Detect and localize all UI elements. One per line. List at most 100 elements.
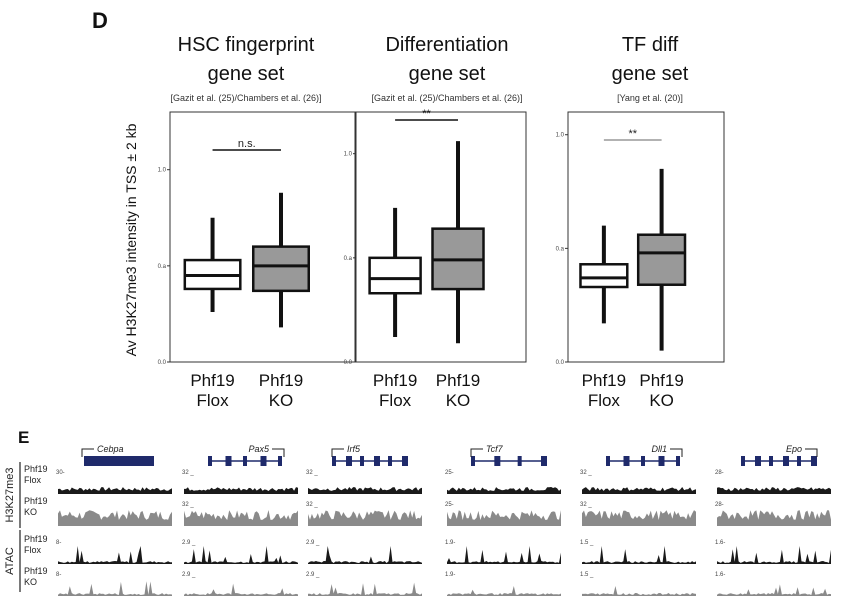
track-scale: 1.5 _ xyxy=(580,540,594,546)
track-label: Phf19 xyxy=(24,496,48,506)
track-label: Flox xyxy=(24,475,42,485)
gene-exon xyxy=(755,456,761,466)
signal-track xyxy=(447,586,561,596)
signal-track xyxy=(717,510,831,526)
category-label: Phf19 xyxy=(259,371,303,390)
gene-name: Irf5 xyxy=(347,444,361,454)
track-scale: 32 _ xyxy=(580,470,592,476)
signal-track xyxy=(582,586,696,596)
gene-exon xyxy=(84,456,154,466)
chart-citation: [Yang et al. (20)] xyxy=(617,93,683,103)
signal-track xyxy=(58,546,172,564)
category-label: Flox xyxy=(196,391,229,410)
boxplot-chart-2: Differentiation gene set [Gazit et al. (25… xyxy=(344,34,527,410)
box xyxy=(636,233,687,286)
gene-exon xyxy=(676,456,680,466)
significance-label: n.s. xyxy=(238,138,256,150)
signal-track xyxy=(308,487,422,494)
track-scale: 1.9- xyxy=(445,572,455,578)
signal-track xyxy=(308,582,422,596)
category-label: Phf19 xyxy=(190,371,234,390)
signal-track xyxy=(447,510,561,526)
gene-exon xyxy=(606,456,610,466)
signal-track xyxy=(184,546,298,564)
track-scale: 25- xyxy=(445,470,454,476)
track-scale: 32 _ xyxy=(182,470,194,476)
tss-arrow xyxy=(81,448,94,457)
track-label: KO xyxy=(24,507,37,517)
signal-track xyxy=(58,487,172,494)
tss-arrow xyxy=(272,448,285,457)
gene-exon xyxy=(471,456,475,466)
track-label: Phf19 xyxy=(24,464,48,474)
y-tick-label: 0.a xyxy=(344,256,353,262)
track-scale: 2.9 _ xyxy=(306,540,320,546)
gene-column-tcf7: Tcf7 25- 25- 1.9- 1.9- xyxy=(445,444,561,596)
tss-arrow xyxy=(670,448,683,457)
gene-column-cebpa: Cebpa 30- 8- 8- xyxy=(56,444,172,596)
signal-track xyxy=(308,546,422,564)
gene-exon xyxy=(388,456,392,466)
significance-label: ** xyxy=(628,128,637,140)
category-label: KO xyxy=(649,391,674,410)
boxplot-chart-3: TF diff gene set [Yang et al. (20)] 0.0 0.a 1… xyxy=(556,34,725,410)
track-scale: 8- xyxy=(56,572,61,578)
gene-column-dll1: Dll1 32 _ 32 _ 1.5 _ 1.5 _ xyxy=(580,444,696,596)
plot-frame xyxy=(567,111,725,363)
gene-exon xyxy=(374,456,380,466)
signal-track xyxy=(184,583,298,596)
track-label: Phf19 xyxy=(24,534,48,544)
signal-track xyxy=(582,546,696,564)
gene-name: Tcf7 xyxy=(486,444,504,454)
panel-e-label: E xyxy=(18,428,29,447)
gene-column-irf5: Irf5 32 _ 32 _ 2.9 _ 2.9 _ xyxy=(306,444,422,596)
chart-title-line: gene set xyxy=(409,63,486,85)
box xyxy=(368,256,422,295)
category-label: Phf19 xyxy=(639,371,683,390)
signal-track xyxy=(184,487,298,494)
plot-frame xyxy=(355,111,527,363)
box xyxy=(579,263,629,289)
gene-exon xyxy=(769,456,773,466)
signal-track xyxy=(308,510,422,526)
box xyxy=(252,245,310,293)
track-group-label: ATAC xyxy=(4,547,16,575)
chart-title-line: HSC fingerprint xyxy=(178,34,315,56)
y-tick-label: 0.a xyxy=(158,264,167,270)
track-scale: 28- xyxy=(715,470,724,476)
category-label: Phf19 xyxy=(373,371,417,390)
signal-track xyxy=(582,510,696,526)
track-scale: 28- xyxy=(715,502,724,508)
gene-exon xyxy=(658,456,665,466)
y-axis-label: Av H3K27me3 intensity in TSS ± 2 kb xyxy=(123,123,139,356)
y-tick-label: 0.0 xyxy=(158,360,167,366)
track-scale: 1.9- xyxy=(445,540,455,546)
tss-arrow xyxy=(805,448,818,457)
track-scale: 32 _ xyxy=(580,502,592,508)
track-scale: 2.9 _ xyxy=(182,572,196,578)
gene-exon xyxy=(402,456,408,466)
category-label: Flox xyxy=(588,391,621,410)
gene-exon xyxy=(517,456,522,466)
track-scale: 2.9 _ xyxy=(182,540,196,546)
signal-track xyxy=(717,584,831,596)
gene-exon xyxy=(208,456,212,466)
track-label: KO xyxy=(24,577,37,587)
gene-exon xyxy=(494,456,501,466)
track-scale: 32 _ xyxy=(306,502,318,508)
track-scale: 1.6- xyxy=(715,540,725,546)
chart-title-line: gene set xyxy=(612,63,689,85)
gene-name: Cebpa xyxy=(97,444,124,454)
chart-title-line: Differentiation xyxy=(385,34,508,56)
signal-track xyxy=(58,510,172,526)
y-tick-label: 0.0 xyxy=(556,360,565,366)
category-label: Phf19 xyxy=(436,371,480,390)
y-tick-label: 0.0 xyxy=(344,360,353,366)
category-label: Flox xyxy=(379,391,412,410)
gene-exon xyxy=(243,456,247,466)
gene-exon xyxy=(278,456,282,466)
gene-exon xyxy=(741,456,745,466)
gene-exon xyxy=(225,456,232,466)
gene-exon xyxy=(260,456,267,466)
